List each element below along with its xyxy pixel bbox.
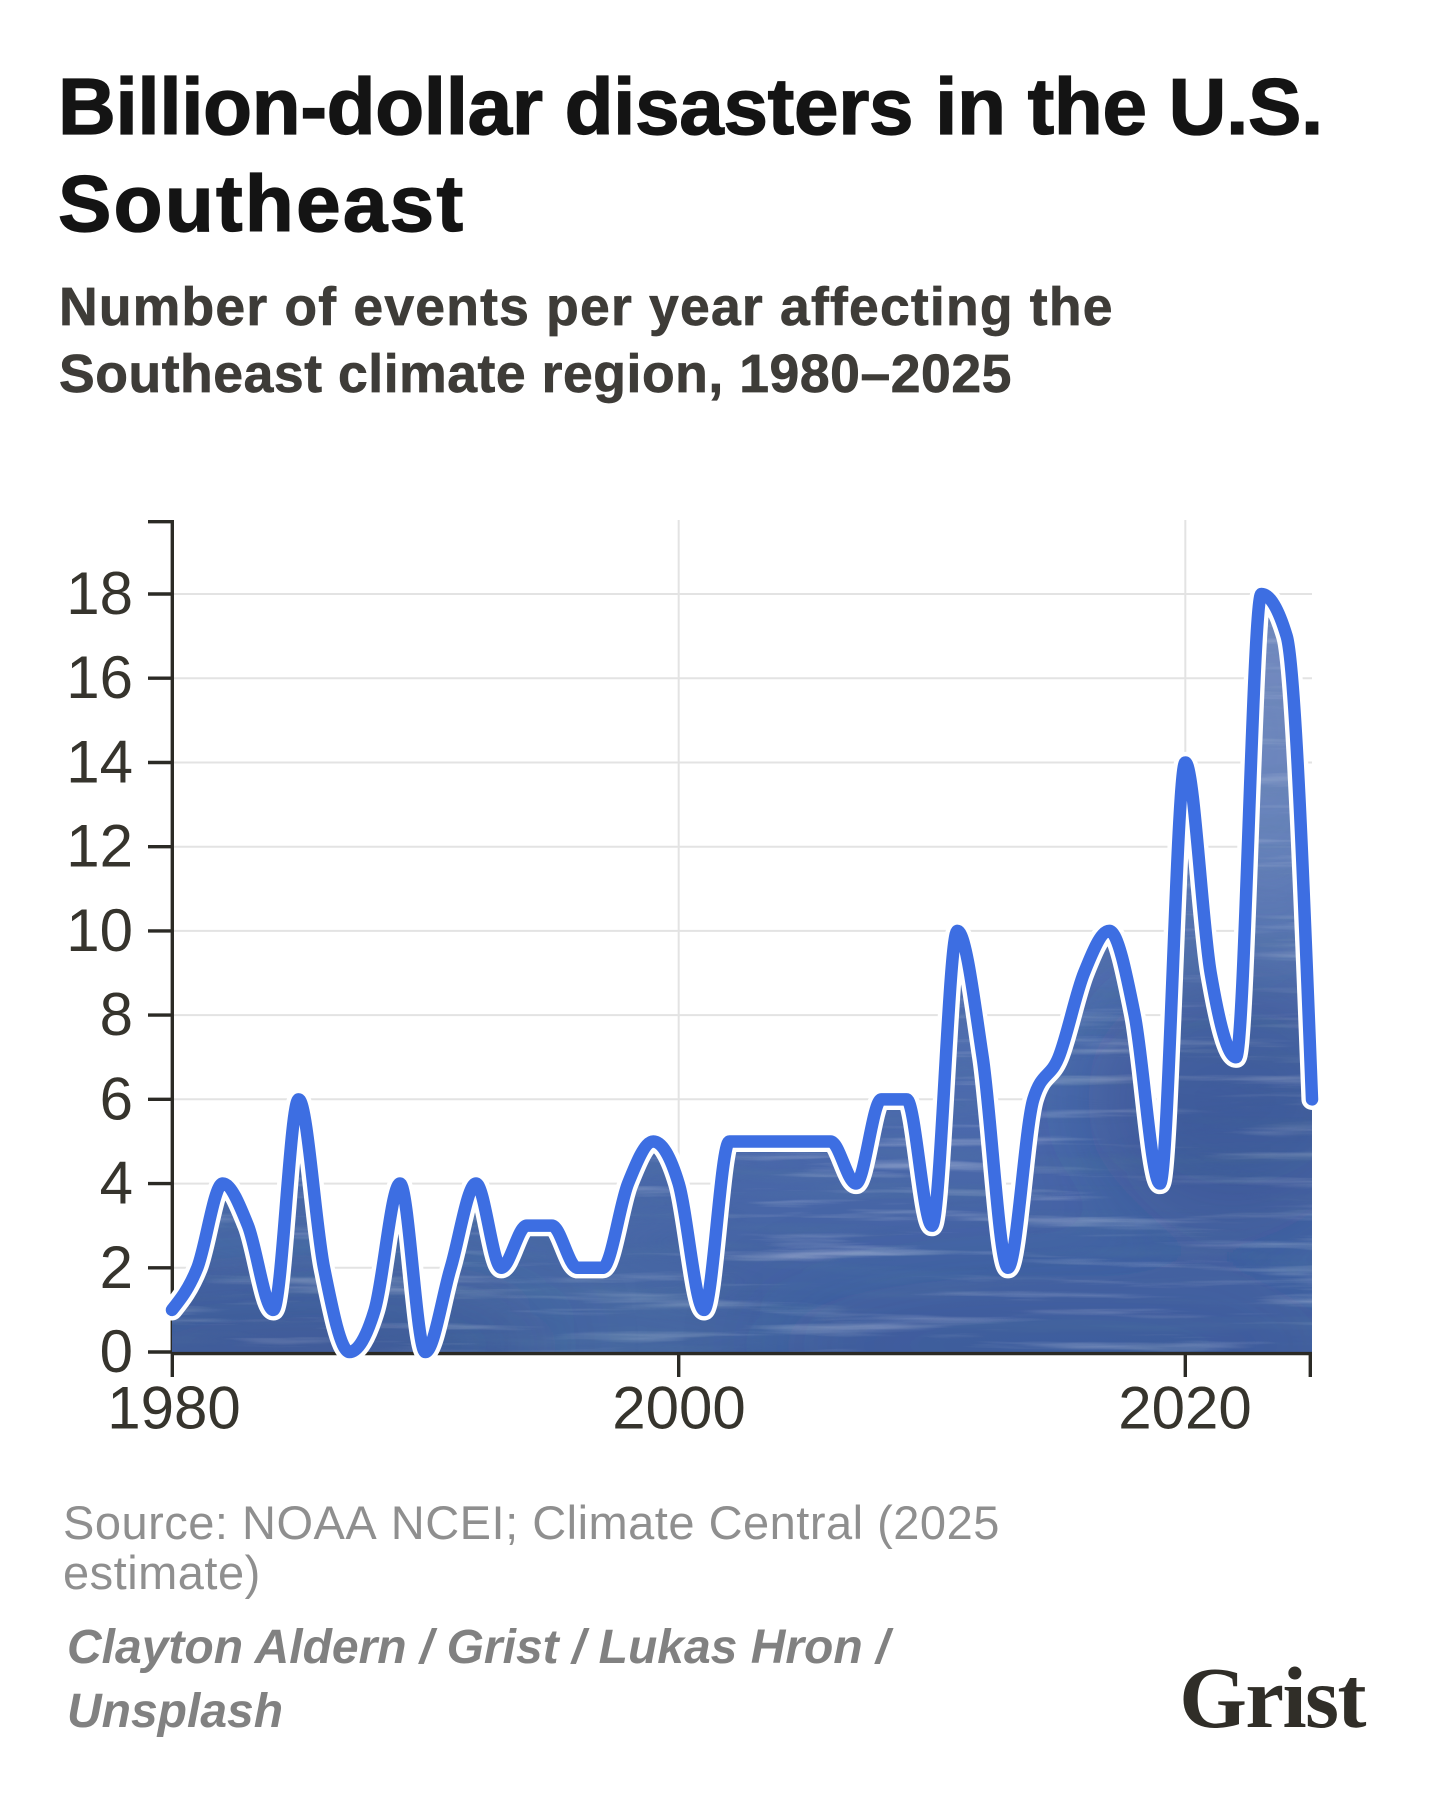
svg-text:10: 10 — [66, 897, 133, 964]
svg-text:2: 2 — [100, 1234, 133, 1301]
svg-text:16: 16 — [66, 644, 133, 711]
svg-text:14: 14 — [66, 729, 133, 796]
svg-text:4: 4 — [100, 1150, 133, 1217]
svg-text:0: 0 — [100, 1318, 133, 1385]
svg-text:2020: 2020 — [1118, 1375, 1251, 1442]
svg-text:2000: 2000 — [612, 1375, 745, 1442]
svg-text:6: 6 — [100, 1065, 133, 1132]
svg-text:1980: 1980 — [107, 1375, 240, 1442]
svg-text:8: 8 — [100, 981, 133, 1048]
svg-text:18: 18 — [66, 560, 133, 627]
svg-text:12: 12 — [66, 813, 133, 880]
